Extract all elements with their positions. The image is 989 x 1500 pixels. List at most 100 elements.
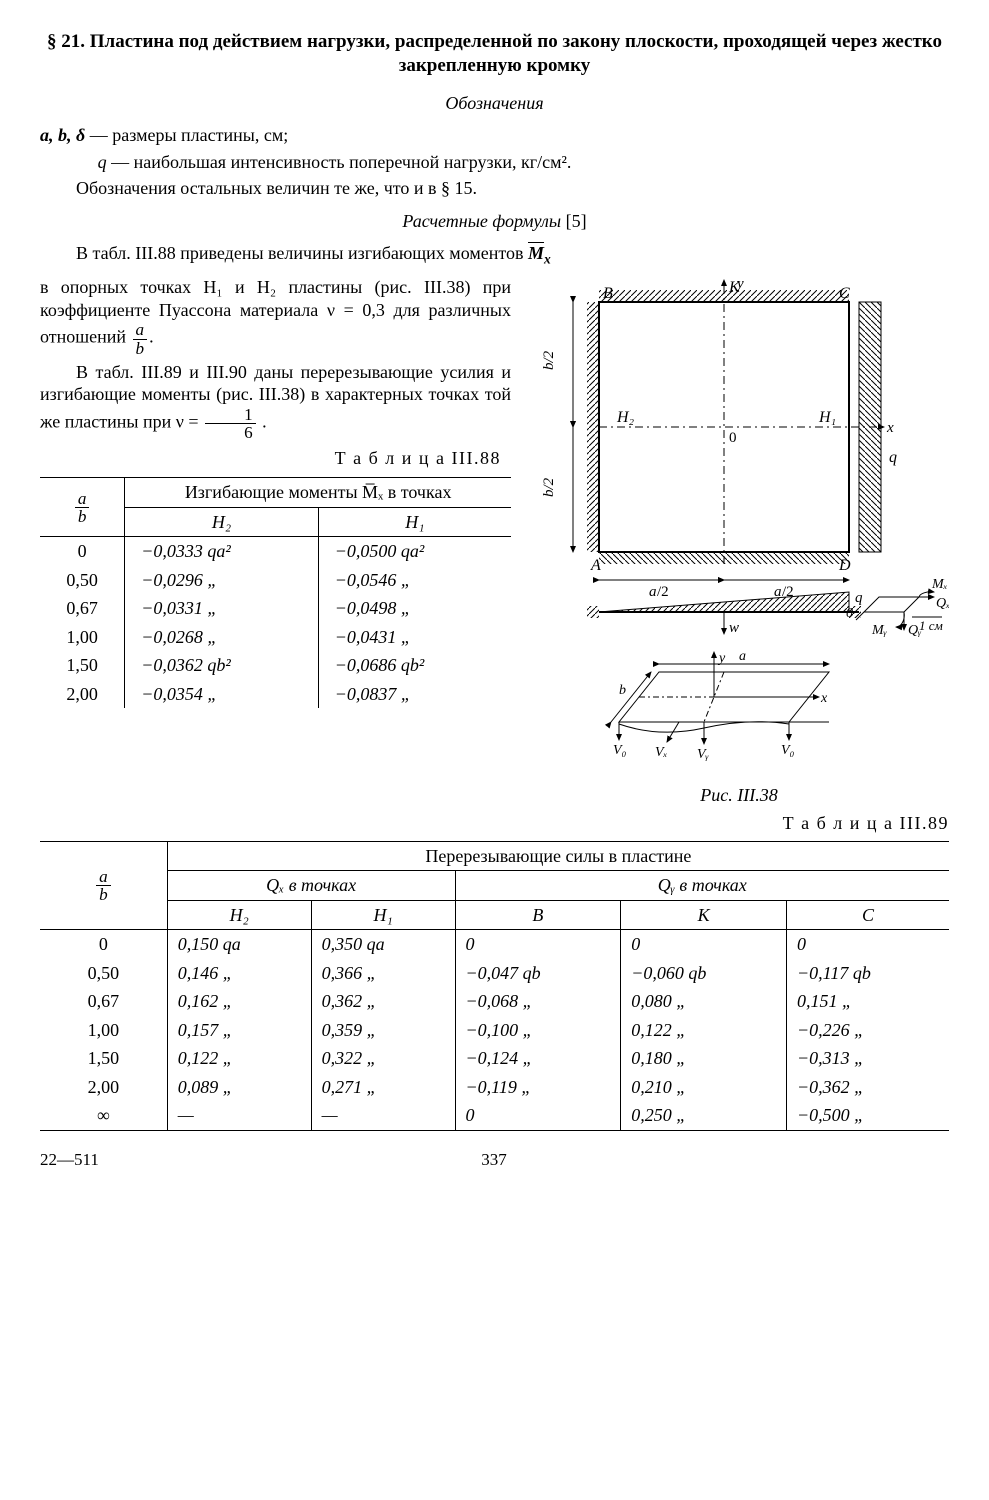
t89-head-qy: Qᵧ в точках (455, 871, 949, 901)
t89-k: 0,250 „ (621, 1101, 787, 1130)
svg-text:B: B (603, 285, 613, 302)
t89-h1: 0,366 „ (311, 959, 455, 988)
t88-h1: −0,0837 „ (318, 680, 511, 709)
t88-frac-den: b (75, 508, 90, 525)
t89-h-c: C (787, 900, 949, 930)
t89-h-b: B (455, 900, 621, 930)
t89-frac-den: b (96, 886, 111, 903)
svg-text:/2: /2 (657, 584, 669, 600)
svg-text:a: a (649, 584, 657, 600)
svg-text:Mₓ: Mₓ (931, 577, 948, 592)
t89-k: 0,080 „ (621, 987, 787, 1016)
t88-frac: ab (75, 490, 90, 525)
table-88-caption: Т а б л и ц а III.88 (40, 447, 501, 470)
svg-text:0: 0 (846, 606, 853, 621)
t89-head-group: Перерезывающие силы в пластине (167, 841, 949, 871)
svg-text:q: q (855, 590, 863, 606)
para1-b: в опорных точках H₁ и H₂ пластины (рис. … (40, 277, 511, 347)
svg-text:H₂: H₂ (616, 409, 635, 426)
t89-ratio: 0 (40, 930, 167, 959)
t89-k: −0,060 qb (621, 959, 787, 988)
t89-ratio: 0,67 (40, 987, 167, 1016)
page-footer: 22—511 337 (40, 1149, 949, 1170)
t88-head-h2: H₂ (125, 507, 319, 537)
t89-k: 0,122 „ (621, 1016, 787, 1045)
t88-ratio: 1,00 (40, 623, 125, 652)
svg-text:Mᵧ: Mᵧ (871, 623, 888, 638)
t89-h1: 0,359 „ (311, 1016, 455, 1045)
t89-h-h2: H₂ (167, 900, 311, 930)
t88-h1: −0,0546 „ (318, 566, 511, 595)
t88-h2: −0,0331 „ (125, 594, 319, 623)
t89-head-qx: Qₓ в точках (167, 871, 455, 901)
svg-text:a: a (739, 649, 746, 664)
svg-text:Qₓ: Qₓ (936, 596, 949, 611)
t89-ratio: 1,50 (40, 1044, 167, 1073)
t89-h1: 0,350 qa (311, 930, 455, 959)
frac1-num: a (133, 321, 148, 339)
t89-h2: 0,089 „ (167, 1073, 311, 1102)
t89-h2: 0,122 „ (167, 1044, 311, 1073)
table-88: ab Изгибающие моменты M̅ₓ в точках H₂ H₁… (40, 477, 511, 708)
figure-caption: Рис. III.38 (529, 784, 949, 807)
t88-h1: −0,0686 qb² (318, 651, 511, 680)
t88-ratio: 0,50 (40, 566, 125, 595)
svg-text:D: D (838, 557, 851, 574)
t89-h1: 0,322 „ (311, 1044, 455, 1073)
figure-III-38: B K C A D H₂ H₁ 0 y x q a/2 a/2 b/2 b/2 … (529, 272, 949, 772)
t88-h1: −0,0500 qa² (318, 537, 511, 566)
designations-heading: Обозначения (40, 92, 949, 115)
svg-text:C: C (839, 285, 850, 302)
svg-text:w: w (729, 620, 739, 636)
t89-ratio: 2,00 (40, 1073, 167, 1102)
t88-head-h1: H₁ (318, 507, 511, 537)
t89-k: 0,180 „ (621, 1044, 787, 1073)
t89-c: −0,500 „ (787, 1101, 949, 1130)
definition-line-3: Обозначения остальных величин те же, что… (40, 177, 949, 200)
para1-a: В табл. III.88 приведены величины изгиба… (76, 243, 528, 263)
para-2: В табл. III.89 и III.90 даны перерезываю… (40, 361, 511, 441)
svg-text:q: q (889, 449, 897, 466)
t89-b: 0 (455, 930, 621, 959)
formulas-head-text: Расчетные формулы (402, 211, 561, 231)
t89-h1: 0,362 „ (311, 987, 455, 1016)
t89-h1: — (311, 1101, 455, 1130)
def2-text: — наибольшая интенсивность поперечной на… (107, 152, 572, 172)
formulas-heading: Расчетные формулы [5] (40, 210, 949, 233)
t89-b: −0,068 „ (455, 987, 621, 1016)
mx-symbol: M (528, 243, 544, 263)
svg-text:1 см: 1 см (919, 618, 943, 633)
frac2-den: 6 (205, 424, 256, 441)
t89-frac-num: a (96, 868, 111, 886)
t88-h2: −0,0268 „ (125, 623, 319, 652)
para-1-cont: в опорных точках H₁ и H₂ пластины (рис. … (40, 276, 511, 356)
t89-h1: 0,271 „ (311, 1073, 455, 1102)
t89-b: −0,119 „ (455, 1073, 621, 1102)
para-1-lead: В табл. III.88 приведены величины изгиба… (40, 242, 949, 268)
def2-symbol: q (98, 152, 107, 172)
footer-left: 22—511 (40, 1149, 99, 1170)
t89-ratio: 1,00 (40, 1016, 167, 1045)
definition-line-2: q — наибольшая интенсивность поперечной … (40, 151, 949, 174)
t88-ratio: 1,50 (40, 651, 125, 680)
t89-c: −0,117 qb (787, 959, 949, 988)
svg-text:x: x (886, 420, 894, 436)
svg-text:b: b (619, 683, 626, 698)
t89-frac: ab (96, 868, 111, 903)
frac1-den: b (133, 340, 148, 357)
svg-text:Vₓ: Vₓ (655, 745, 668, 760)
t89-c: −0,313 „ (787, 1044, 949, 1073)
svg-text:y: y (735, 276, 744, 292)
mx-sub: x (544, 252, 551, 267)
t88-ratio: 0 (40, 537, 125, 566)
def1-text: — размеры пластины, см; (85, 125, 288, 145)
t89-h-k: K (621, 900, 787, 930)
svg-text:H₁: H₁ (818, 409, 836, 426)
t89-c: 0 (787, 930, 949, 959)
svg-text:x: x (820, 691, 828, 706)
frac2-num: 1 (205, 406, 256, 424)
t88-h2: −0,0333 qa² (125, 537, 319, 566)
t88-h1: −0,0431 „ (318, 623, 511, 652)
t89-k: 0 (621, 930, 787, 959)
t89-h2: — (167, 1101, 311, 1130)
